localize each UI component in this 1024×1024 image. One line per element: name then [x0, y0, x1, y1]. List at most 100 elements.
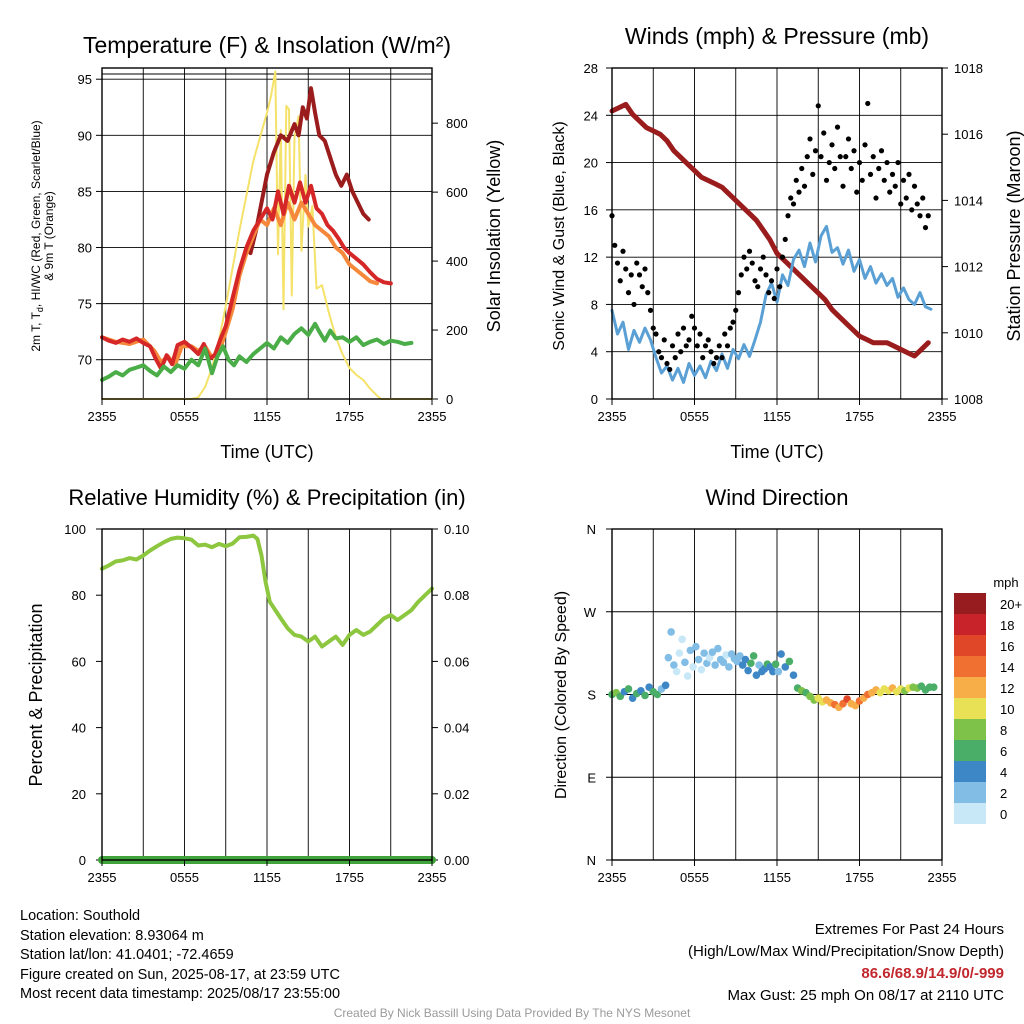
winds-y-tick-label: 16 — [584, 203, 598, 218]
rh-y-tick-label: 0 — [79, 853, 86, 868]
winddir-direction-point — [675, 649, 684, 657]
winds-gust-point — [683, 343, 689, 349]
temp-y-tick-label: 90 — [78, 128, 92, 143]
credit-line: Created By Nick Bassill Using Data Provi… — [333, 1006, 691, 1020]
winddir-direction-point — [744, 666, 752, 675]
winddir-direction-point — [697, 665, 706, 674]
winddir-direction-point — [736, 652, 744, 660]
winddir-direction-point — [781, 663, 790, 671]
temp-y-tick-label: 75 — [78, 297, 92, 312]
winds-gust-point — [917, 213, 923, 219]
winddir-direction-point — [711, 661, 719, 669]
winddir-legend-label: 16 — [1000, 639, 1014, 654]
winds-gust-point — [920, 195, 926, 201]
winds-gust-point — [746, 248, 753, 254]
winds-gust-point — [766, 290, 772, 296]
winds-gust-point — [642, 266, 648, 272]
rh-y-tick-label: 40 — [72, 721, 86, 736]
winds-gust-point — [645, 290, 651, 296]
temp-dewpoint-line — [100, 321, 414, 382]
winddir-legend-label: 14 — [1000, 660, 1014, 675]
winds-gust-point — [876, 165, 882, 172]
winds-pressure-line — [609, 101, 931, 359]
winds-gust-point — [614, 260, 621, 266]
winddir-direction-point — [700, 649, 708, 657]
winds-gust-point — [620, 248, 626, 254]
winddir-legend-swatch — [954, 803, 986, 824]
winds-x-tick-label: 0555 — [680, 409, 709, 424]
winddir-legend-swatch — [954, 698, 986, 719]
rh-x-tick-label: 2355 — [88, 870, 117, 885]
winds-gust-point — [906, 171, 912, 177]
winddir-direction-point — [769, 667, 777, 676]
winds-gust-point — [821, 130, 827, 136]
winds-gust-point — [911, 183, 918, 189]
winds-y2-tick-label: 1012 — [954, 260, 983, 275]
winds-gust-point — [697, 331, 703, 337]
winds-gust-point — [719, 355, 725, 361]
winddir-legend-swatch — [954, 782, 986, 803]
winds-gust-point — [782, 236, 788, 243]
winddir-direction-point — [777, 650, 785, 658]
winds-x-label: Time (UTC) — [730, 442, 823, 462]
figure-created: Figure created on Sun, 2025-08-17, at 23… — [20, 966, 340, 983]
rh-title: Relative Humidity (%) & Precipitation (i… — [68, 485, 465, 510]
winds-gust-point — [680, 325, 687, 331]
rh-panel: 0 0.00 20 0.02 40 0.04 60 0.06 80 0.08 100 0.10 2355… — [26, 485, 469, 885]
recent-data-timestamp: Most recent data timestamp: 2025/08/17 2… — [20, 986, 341, 1002]
winds-gust-point — [925, 213, 931, 219]
winds-gust-point — [735, 290, 742, 296]
winds-gust-point — [771, 295, 777, 302]
winddir-y-tick-label: E — [587, 770, 596, 785]
winds-gust-point — [617, 278, 623, 284]
winddir-direction-point — [692, 642, 700, 651]
rh-humidity-line — [100, 533, 434, 649]
winds-gust-point — [922, 224, 929, 231]
temp-heat-index-line — [248, 86, 371, 256]
winds-gust-point — [777, 284, 783, 290]
winds-y-tick-label: 12 — [584, 250, 598, 265]
winds-gust-point — [744, 266, 750, 272]
winds-y2-tick-label: 1014 — [954, 193, 983, 208]
temp-x-label: Time (UTC) — [220, 442, 313, 462]
winds-gust-point — [884, 159, 890, 166]
temp-y-tick-label: 95 — [78, 72, 92, 87]
winddir-direction-point — [752, 671, 761, 679]
winddir-legend-swatch — [954, 656, 986, 677]
winds-gust-point — [848, 165, 854, 172]
winds-gust-point — [656, 349, 662, 355]
winddir-direction-point — [719, 658, 728, 667]
winds-gust-point — [796, 189, 802, 195]
winddir-direction-point — [664, 653, 673, 662]
temp-y-tick-label: 70 — [78, 353, 92, 368]
winds-gust-point — [829, 142, 835, 148]
rh-y-tick-label: 20 — [72, 787, 86, 802]
winds-gust-point — [807, 136, 813, 142]
winddir-direction-point — [789, 671, 798, 679]
temp-y2-tick-label: 200 — [446, 323, 468, 338]
winddir-legend-swatch — [954, 677, 986, 698]
winds-gust-point — [856, 159, 863, 166]
winds-gust-point — [914, 201, 920, 207]
winddir-direction-point — [694, 655, 703, 664]
winddir-direction-point — [667, 628, 675, 636]
winds-gust-point — [840, 183, 846, 189]
winddir-y-label: Direction (Colored By Speed) — [553, 591, 570, 799]
winds-y2-tick-label: 1008 — [954, 392, 983, 407]
winddir-legend-swatch — [954, 593, 986, 614]
winds-gust-point — [804, 154, 810, 160]
winds-gust-point — [722, 331, 728, 337]
winds-gust-point — [837, 154, 843, 160]
station-latlon: Station lat/lon: 41.0401; -72.4659 — [20, 947, 234, 963]
winddir-legend-label: 0 — [1000, 807, 1007, 822]
winds-gust-point — [826, 159, 832, 166]
winds-gust-point — [815, 103, 821, 109]
winds-gust-point — [862, 142, 868, 148]
winds-gust-point — [909, 207, 915, 213]
winds-gust-point — [768, 278, 775, 284]
winds-gust-point — [628, 272, 634, 278]
winds-gust-point — [672, 355, 678, 361]
winddir-legend-swatch — [954, 740, 986, 761]
winddir-x-tick-label: 2355 — [598, 870, 627, 885]
